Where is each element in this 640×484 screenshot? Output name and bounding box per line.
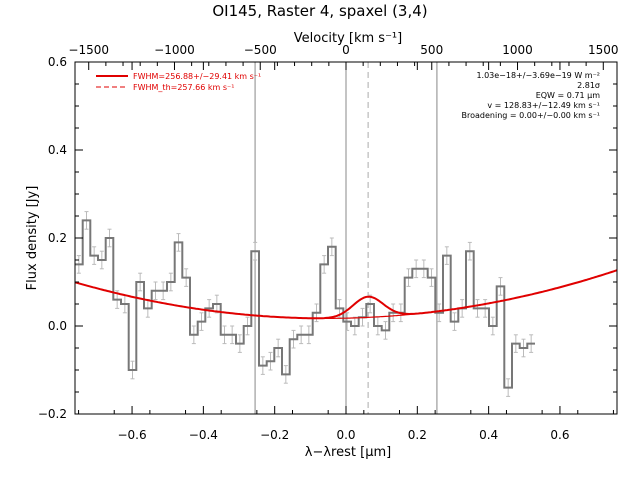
annotation-1: 2.81σ bbox=[577, 81, 600, 90]
total-fit-line bbox=[74, 269, 618, 320]
annotation-0: 1.03e−18+/−3.69e−19 W m⁻² bbox=[476, 71, 600, 80]
y-tick-label: 0.0 bbox=[48, 319, 67, 333]
spectrum-series bbox=[75, 219, 535, 389]
velocity-tick-label: −1500 bbox=[68, 43, 109, 57]
x-tick-label: 0.4 bbox=[479, 428, 498, 442]
y-tick-label: 0.2 bbox=[48, 231, 67, 245]
x-tick-label: −0.6 bbox=[117, 428, 146, 442]
legend: FWHM=256.88+/−29.41 km s⁻¹ FWHM_th=257.66… bbox=[96, 72, 261, 92]
y-tick-label: −0.2 bbox=[38, 407, 67, 421]
chart-title: OI145, Raster 4, spaxel (3,4) bbox=[212, 2, 427, 20]
x-tick-label: 0.0 bbox=[336, 428, 355, 442]
velocity-tick-label: 500 bbox=[420, 43, 443, 57]
annotation-2: EQW = 0.71 μm bbox=[536, 91, 600, 100]
velocity-tick-label: 0 bbox=[342, 43, 350, 57]
annotation-4: Broadening = 0.00+/−0.00 km s⁻¹ bbox=[462, 111, 600, 120]
plot-area: −0.6 −0.4 −0.2 0.0 0.2 0.4 0.6−1500 −1000 −500 0 5… bbox=[38, 43, 619, 442]
annotation-3: v = 128.83+/−12.49 km s⁻¹ bbox=[487, 101, 600, 110]
x-axis-label: λ−λrest [μm] bbox=[305, 445, 391, 460]
x-tick-label: 0.2 bbox=[408, 428, 427, 442]
legend-label-0: FWHM=256.88+/−29.41 km s⁻¹ bbox=[133, 72, 261, 81]
y-tick-label: 0.6 bbox=[48, 55, 67, 69]
x-tick-label: −0.4 bbox=[189, 428, 218, 442]
x-tick-label: 0.6 bbox=[550, 428, 569, 442]
y-axis-label: Flux density [Jy] bbox=[25, 186, 40, 291]
x-tick-label: −0.2 bbox=[260, 428, 289, 442]
velocity-tick-label: 1000 bbox=[502, 43, 533, 57]
velocity-tick-label: −500 bbox=[244, 43, 277, 57]
top-axis-label: Velocity [km s⁻¹] bbox=[294, 31, 402, 46]
y-tick-label: 0.4 bbox=[48, 143, 67, 157]
velocity-tick-label: −1000 bbox=[154, 43, 195, 57]
velocity-tick-label: 1500 bbox=[588, 43, 619, 57]
legend-label-1: FWHM_th=257.66 km s⁻¹ bbox=[133, 83, 234, 92]
